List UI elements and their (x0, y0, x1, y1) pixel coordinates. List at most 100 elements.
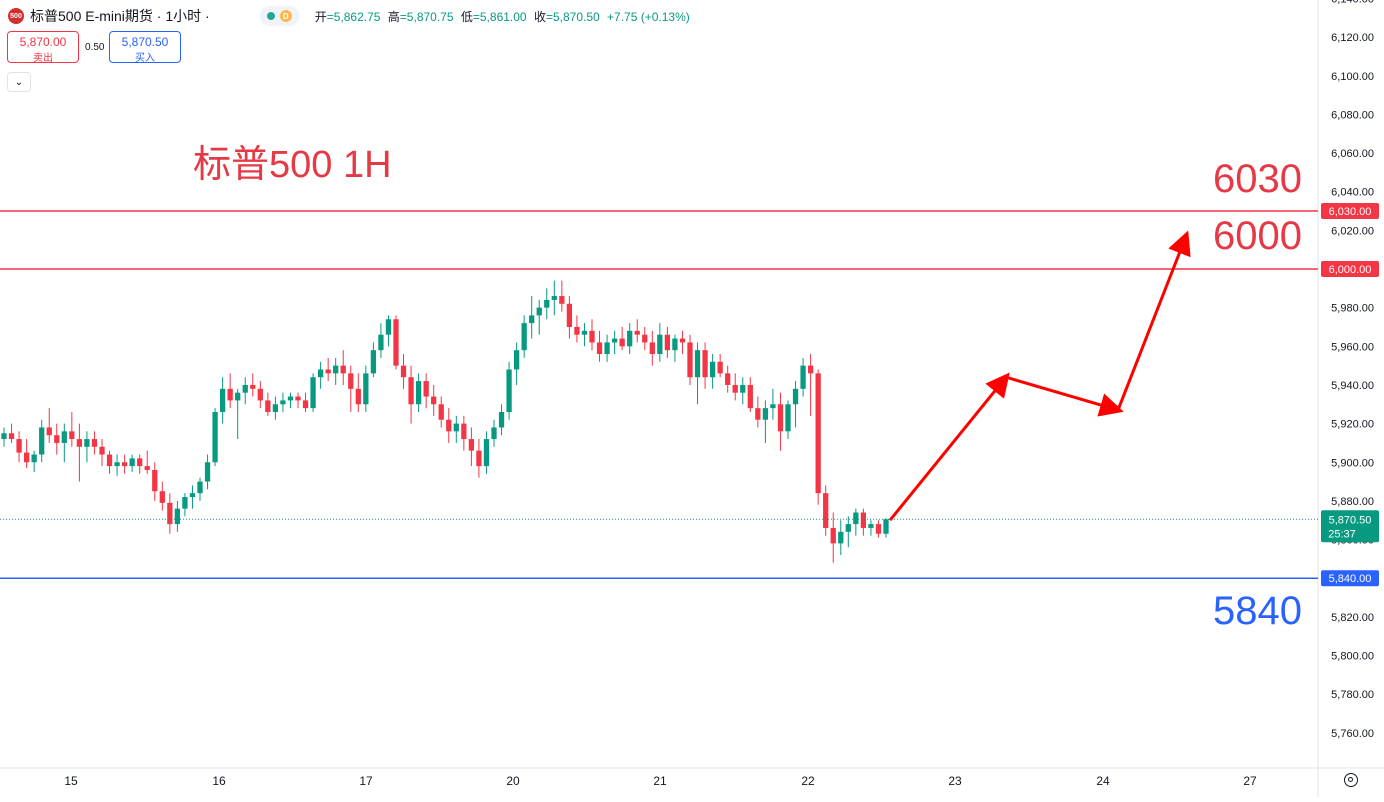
ohlc-high-value: =5,870.75 (399, 9, 454, 24)
candle-body (868, 524, 874, 528)
candle-body (61, 431, 67, 443)
candle-body (204, 462, 211, 482)
annotation-title[interactable]: 标普500 1H (193, 144, 392, 186)
ohlc-low-label: 低 (460, 9, 473, 24)
candle-body (800, 365, 806, 389)
candle-body (687, 342, 693, 378)
price-tick-label: 6,120.00 (1331, 32, 1374, 44)
candle-body (649, 342, 655, 355)
candle-body (333, 365, 339, 374)
ohlc-high-label: 高 (387, 9, 400, 24)
candle-body (596, 342, 603, 355)
candle-body (642, 334, 648, 343)
candle-body (740, 384, 746, 393)
candle-body (415, 381, 422, 405)
candle-body (762, 408, 769, 420)
forecast-arrow-3 (1116, 230, 1191, 411)
candle-body (755, 408, 761, 420)
candle-body (121, 462, 128, 467)
price-tick-label: 6,100.00 (1331, 71, 1374, 83)
price-tick-label: 5,780.00 (1331, 689, 1374, 701)
buy-button[interactable]: 5,870.50 买入 (109, 31, 181, 64)
candle-body (393, 319, 399, 366)
candle-body (370, 350, 377, 374)
candle-body (536, 307, 542, 316)
candle-body (830, 527, 836, 544)
candle-body (242, 384, 248, 393)
market-status[interactable]: D (259, 6, 299, 26)
candle-body (114, 462, 120, 467)
candle-body (559, 296, 565, 304)
annotation-6030[interactable]: 6030 (1213, 157, 1302, 201)
forecast-arrow-1 (888, 372, 1010, 522)
annotation-6000[interactable]: 6000 (1213, 214, 1302, 258)
candle-body (302, 400, 309, 409)
candle-body (521, 323, 527, 351)
price-tag-6000 (1321, 261, 1379, 277)
candle-body (717, 361, 723, 374)
candle-body (694, 350, 701, 378)
price-tag-label-5840: 5,840.00 (1329, 573, 1372, 585)
ohlc-close-value: =5,870.50 (545, 9, 600, 24)
candle-body (679, 338, 686, 343)
candle-body (340, 365, 346, 374)
candle-body (498, 412, 505, 428)
candle-body (76, 439, 83, 447)
ohlc-open-label: 开 (314, 9, 327, 24)
candle-body (619, 338, 625, 347)
candle-body (8, 433, 15, 440)
sell-button[interactable]: 5,870.00 卖出 (7, 31, 79, 64)
price-tick-label: 5,980.00 (1331, 303, 1374, 315)
candle-body (310, 377, 316, 409)
annotation-5840[interactable]: 5840 (1213, 589, 1302, 633)
candle-body (189, 493, 196, 498)
candle-body (423, 381, 429, 397)
candle-body (853, 512, 859, 525)
candle-body (732, 384, 738, 393)
candle-body (627, 330, 633, 347)
buy-label: 买入 (135, 53, 155, 64)
time-tick-label: 20 (506, 774, 520, 788)
candle-body (400, 365, 407, 378)
candle-body (144, 466, 150, 470)
time-tick-label: 16 (212, 774, 226, 788)
symbol-title[interactable]: 标普500 E-mini期货 · 1小时 · (30, 8, 210, 24)
candle-body (250, 384, 256, 389)
time-tick-label: 17 (359, 774, 373, 788)
candle-body (257, 388, 263, 401)
market-open-dot-icon (266, 12, 275, 20)
price-tag-label-6000: 6,000.00 (1329, 264, 1372, 276)
price-tick-label: 6,140.00 (1331, 0, 1374, 5)
candle-body (544, 299, 550, 308)
candle-body (106, 454, 113, 467)
candle-body (408, 377, 414, 405)
candle-body (491, 427, 497, 440)
candle-body (348, 373, 354, 389)
sell-price: 5,870.00 (19, 35, 67, 49)
symbol-logo-icon: 500 (8, 8, 24, 24)
forecast-arrow-2 (1005, 375, 1124, 417)
candle-body (272, 404, 279, 413)
price-tick-label: 6,020.00 (1331, 225, 1374, 237)
last-price-label: 5,870.50 (1329, 514, 1372, 526)
price-tick-label: 6,060.00 (1331, 148, 1374, 160)
candle-body (295, 396, 301, 401)
candle-body (438, 404, 444, 420)
candle-body (657, 334, 663, 355)
candle-body (265, 400, 271, 413)
spread-value: 0.50 (85, 41, 105, 53)
candle-body (589, 330, 595, 343)
ohlc-close-label: 收 (533, 9, 546, 24)
candle-body (182, 497, 188, 509)
candle-body (838, 531, 844, 544)
candle-body (529, 315, 535, 324)
settings-gear-icon[interactable] (1344, 773, 1358, 787)
candle-body (725, 373, 731, 385)
candle-body (483, 439, 490, 467)
candle-body (1, 433, 7, 440)
chart-header: 500 标普500 E-mini期货 · 1小时 · D 开=5,862.75 … (8, 6, 694, 26)
candle-body (378, 334, 384, 351)
collapse-chevron-icon[interactable]: ⌄ (7, 72, 31, 92)
